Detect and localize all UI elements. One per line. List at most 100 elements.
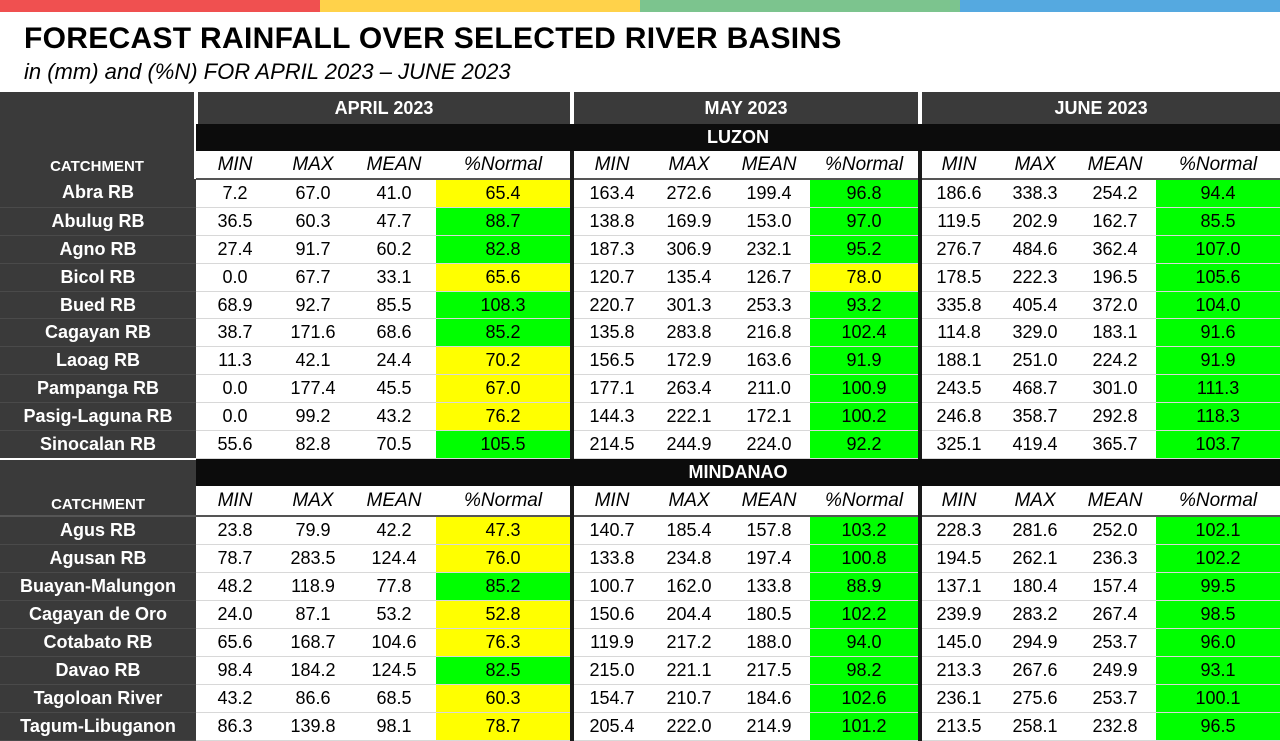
value-cell: 120.7 <box>570 263 651 292</box>
percent-normal-cell: 93.1 <box>1156 656 1280 685</box>
table-row: Sinocalan RB 55.6 82.8 70.5 105.5 214.5 244.9 2… <box>0 430 1280 460</box>
month-header-row: CATCHMENT APRIL 2023 MAY 2023 JUNE 2023 <box>0 92 1280 179</box>
table-row: Cagayan de Oro 24.0 87.1 53.2 52.8 150.6 204.4… <box>0 600 1280 629</box>
percent-normal-cell: 92.2 <box>810 430 921 460</box>
value-cell: 24.0 <box>196 600 274 629</box>
value-cell: 253.3 <box>728 291 811 320</box>
percent-normal-cell: 102.1 <box>1156 516 1280 546</box>
value-cell: 196.5 <box>1074 263 1157 292</box>
column-header-row: MIN MAX MEAN %Normal MIN MAX MEAN %Normal MIN MAX… <box>0 151 1280 180</box>
percent-normal-cell: 70.2 <box>436 346 573 376</box>
value-cell: 306.9 <box>650 235 729 264</box>
value-cell: 114.8 <box>918 318 997 348</box>
column-header: %Normal <box>436 486 573 518</box>
percent-normal-cell: 98.5 <box>1156 600 1280 629</box>
value-cell: 372.0 <box>1074 291 1157 320</box>
value-cell: 86.3 <box>196 712 274 741</box>
percent-normal-cell: 96.5 <box>1156 712 1280 741</box>
region-row: MINDANAO <box>0 457 1280 487</box>
value-cell: 184.6 <box>728 684 811 713</box>
percent-normal-cell: 60.3 <box>436 684 573 713</box>
value-cell: 0.0 <box>196 263 274 292</box>
catchment-name: Agus RB <box>0 516 196 546</box>
value-cell: 171.6 <box>274 318 352 348</box>
percent-normal-cell: 100.2 <box>810 402 921 432</box>
region-row-left-cell <box>0 457 196 487</box>
value-cell: 244.9 <box>650 430 729 460</box>
value-cell: 48.2 <box>196 572 274 602</box>
table-row: Pasig-Laguna RB 0.0 99.2 43.2 76.2 144.3 222.1… <box>0 402 1280 432</box>
value-cell: 99.2 <box>274 402 352 432</box>
value-cell: 100.7 <box>570 572 651 602</box>
value-cell: 214.9 <box>728 712 811 741</box>
catchment-name: Cagayan RB <box>0 318 196 348</box>
value-cell: 249.9 <box>1074 656 1157 685</box>
column-header: MAX <box>274 486 352 518</box>
column-header: %Normal <box>436 151 573 180</box>
percent-normal-cell: 104.0 <box>1156 291 1280 320</box>
value-cell: 68.5 <box>352 684 436 713</box>
value-cell: 177.1 <box>570 374 651 404</box>
value-cell: 144.3 <box>570 402 651 432</box>
value-cell: 222.0 <box>650 712 729 741</box>
month-header: APRIL 2023 <box>193 92 573 124</box>
region-label: LUZON <box>196 124 1280 151</box>
catchment-name: Abra RB <box>0 179 196 208</box>
value-cell: 87.1 <box>274 600 352 629</box>
value-cell: 42.2 <box>352 516 436 546</box>
value-cell: 68.6 <box>352 318 436 348</box>
value-cell: 126.7 <box>728 263 811 292</box>
page-title: FORECAST RAINFALL OVER SELECTED RIVER BA… <box>24 22 842 55</box>
value-cell: 85.5 <box>352 291 436 320</box>
value-cell: 145.0 <box>918 628 997 657</box>
value-cell: 41.0 <box>352 179 436 208</box>
catchment-name: Sinocalan RB <box>0 430 196 460</box>
column-header: MAX <box>650 486 729 518</box>
column-header: MEAN <box>1074 486 1157 518</box>
table-row: Bued RB 68.9 92.7 85.5 108.3 220.7 301.3 253.3 9… <box>0 291 1280 320</box>
value-cell: 283.8 <box>650 318 729 348</box>
value-cell: 98.1 <box>352 712 436 741</box>
value-cell: 246.8 <box>918 402 997 432</box>
value-cell: 329.0 <box>996 318 1075 348</box>
value-cell: 135.8 <box>570 318 651 348</box>
value-cell: 239.9 <box>918 600 997 629</box>
table-row: Abulug RB 36.5 60.3 47.7 88.7 138.8 169.9 153.0… <box>0 207 1280 236</box>
percent-normal-cell: 107.0 <box>1156 235 1280 264</box>
value-cell: 86.6 <box>274 684 352 713</box>
value-cell: 91.7 <box>274 235 352 264</box>
month-header: JUNE 2023 <box>918 92 1280 124</box>
percent-normal-cell: 91.9 <box>810 346 921 376</box>
value-cell: 197.4 <box>728 544 811 574</box>
value-cell: 23.8 <box>196 516 274 546</box>
column-header: %Normal <box>1156 151 1280 180</box>
table-row: Agus RB 23.8 79.9 42.2 47.3 140.7 185.4 157.8 10… <box>0 516 1280 546</box>
value-cell: 43.2 <box>352 402 436 432</box>
value-cell: 358.7 <box>996 402 1075 432</box>
value-cell: 180.5 <box>728 600 811 629</box>
value-cell: 168.7 <box>274 628 352 657</box>
column-header: %Normal <box>810 486 921 518</box>
value-cell: 283.2 <box>996 600 1075 629</box>
percent-normal-cell: 47.3 <box>436 516 573 546</box>
top-bar-green <box>640 0 960 12</box>
value-cell: 275.6 <box>996 684 1075 713</box>
value-cell: 119.9 <box>570 628 651 657</box>
value-cell: 67.7 <box>274 263 352 292</box>
percent-normal-cell: 67.0 <box>436 374 573 404</box>
value-cell: 362.4 <box>1074 235 1157 264</box>
value-cell: 213.5 <box>918 712 997 741</box>
value-cell: 104.6 <box>352 628 436 657</box>
column-header: MIN <box>918 486 997 518</box>
value-cell: 70.5 <box>352 430 436 460</box>
percent-normal-cell: 94.4 <box>1156 179 1280 208</box>
value-cell: 221.1 <box>650 656 729 685</box>
value-cell: 253.7 <box>1074 628 1157 657</box>
table-row: Tagoloan River 43.2 86.6 68.5 60.3 154.7 210.7… <box>0 684 1280 713</box>
percent-normal-cell: 88.7 <box>436 207 573 236</box>
catchment-name: Pasig-Laguna RB <box>0 402 196 432</box>
percent-normal-cell: 82.8 <box>436 235 573 264</box>
value-cell: 45.5 <box>352 374 436 404</box>
top-bar-red <box>0 0 320 12</box>
column-header: MEAN <box>352 486 436 518</box>
